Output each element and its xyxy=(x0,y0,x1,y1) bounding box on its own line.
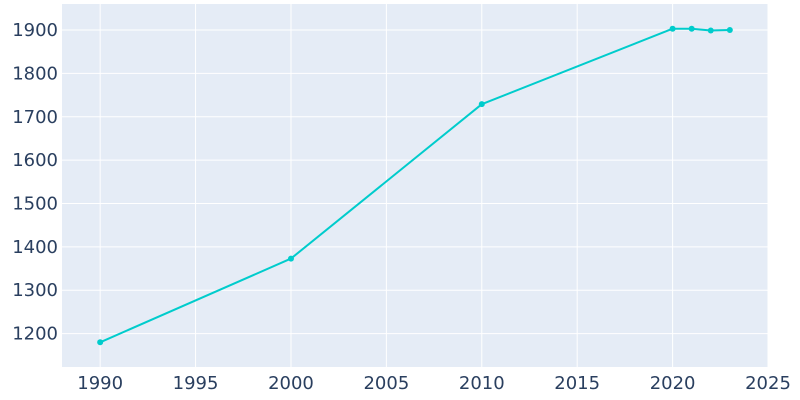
y-tick-label: 1900 xyxy=(12,20,58,41)
x-tick-label: 2025 xyxy=(745,373,791,394)
y-tick-label: 1600 xyxy=(12,150,58,171)
data-point[interactable] xyxy=(726,27,733,34)
x-tick-label: 2010 xyxy=(459,373,505,394)
data-point[interactable] xyxy=(478,101,485,108)
y-tick-label: 1400 xyxy=(12,237,58,258)
x-tick-label: 1995 xyxy=(173,373,219,394)
y-tick-label: 1500 xyxy=(12,193,58,214)
x-tick-label: 2000 xyxy=(268,373,314,394)
y-axis-tick-labels: 1200 1300 1400 1500 1600 1700 1800 1900 xyxy=(12,20,58,345)
x-tick-label: 2015 xyxy=(554,373,600,394)
y-tick-label: 1700 xyxy=(12,107,58,128)
x-tick-label: 1990 xyxy=(77,373,123,394)
x-tick-label: 2005 xyxy=(363,373,409,394)
data-point[interactable] xyxy=(287,255,294,262)
data-point[interactable] xyxy=(669,25,676,32)
y-tick-label: 1200 xyxy=(12,324,58,345)
data-point[interactable] xyxy=(97,339,104,346)
series-layer xyxy=(97,25,733,346)
data-point[interactable] xyxy=(707,27,714,34)
y-tick-label: 1300 xyxy=(12,280,58,301)
x-gridlines xyxy=(99,4,769,367)
x-tick-label: 2020 xyxy=(650,373,696,394)
data-point[interactable] xyxy=(688,25,695,32)
y-gridlines xyxy=(62,29,768,335)
x-axis-tick-labels: 1990 1995 2000 2005 2010 2015 2020 2025 xyxy=(77,373,791,394)
y-tick-label: 1800 xyxy=(12,63,58,84)
